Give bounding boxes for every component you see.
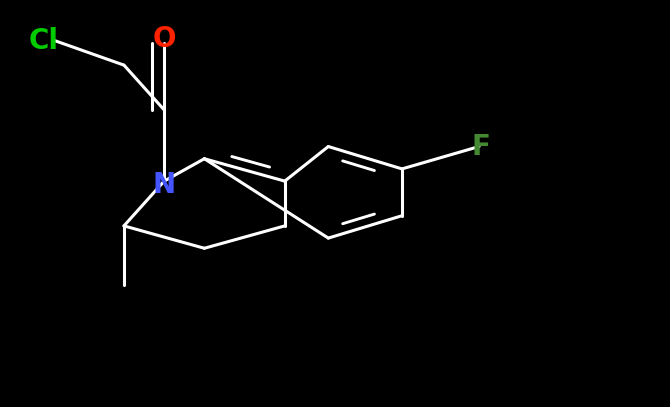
Text: O: O <box>152 25 176 53</box>
Text: F: F <box>472 133 490 160</box>
Text: Cl: Cl <box>29 27 58 55</box>
Text: N: N <box>153 171 176 199</box>
